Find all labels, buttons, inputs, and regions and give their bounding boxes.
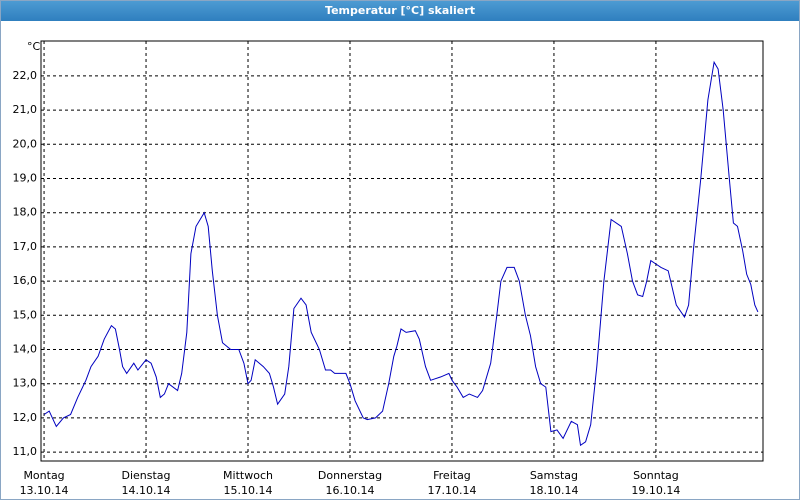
x-tick-date: 18.10.14 [529, 484, 578, 497]
x-tick-label: Dienstag [122, 469, 171, 482]
y-tick-label: 17,0 [13, 240, 38, 253]
y-tick-label: 14,0 [13, 343, 38, 356]
x-tick-label: Donnerstag [318, 469, 382, 482]
chart: °C 11,0 12,0 13,0 14,0 15,0 16,0 17,0 18,0 19,0 2… [13, 40, 764, 497]
x-tick-label: Sonntag [633, 469, 679, 482]
x-tick-date: 19.10.14 [631, 484, 680, 497]
title-bar: Temperatur [°C] skaliert [1, 1, 799, 21]
x-tick-label: Montag [23, 469, 64, 482]
x-tick-date: 17.10.14 [427, 484, 476, 497]
y-tick-label: 13,0 [13, 377, 38, 390]
y-tick-label: 19,0 [13, 171, 38, 184]
y-tick-label: 20,0 [13, 137, 38, 150]
x-tick-label: Freitag [433, 469, 471, 482]
x-tick-date: 16.10.14 [325, 484, 374, 497]
y-tick-label: 21,0 [13, 103, 38, 116]
x-tick-label: Samstag [530, 469, 578, 482]
y-tick-label: 11,0 [13, 445, 38, 458]
y-tick-label: 12,0 [13, 411, 38, 424]
y-unit: °C [27, 40, 41, 53]
y-tick-label: 18,0 [13, 206, 38, 219]
y-tick-label: 15,0 [13, 308, 38, 321]
temperature-line [43, 60, 759, 447]
x-tick-date: 13.10.14 [20, 484, 69, 497]
y-tick-label: 16,0 [13, 274, 38, 287]
x-tick-date: 15.10.14 [224, 484, 273, 497]
x-tick-date: 14.10.14 [122, 484, 171, 497]
plot-area [40, 40, 764, 462]
x-tick-label: Mittwoch [223, 469, 273, 482]
y-tick-label: 22,0 [13, 69, 38, 82]
